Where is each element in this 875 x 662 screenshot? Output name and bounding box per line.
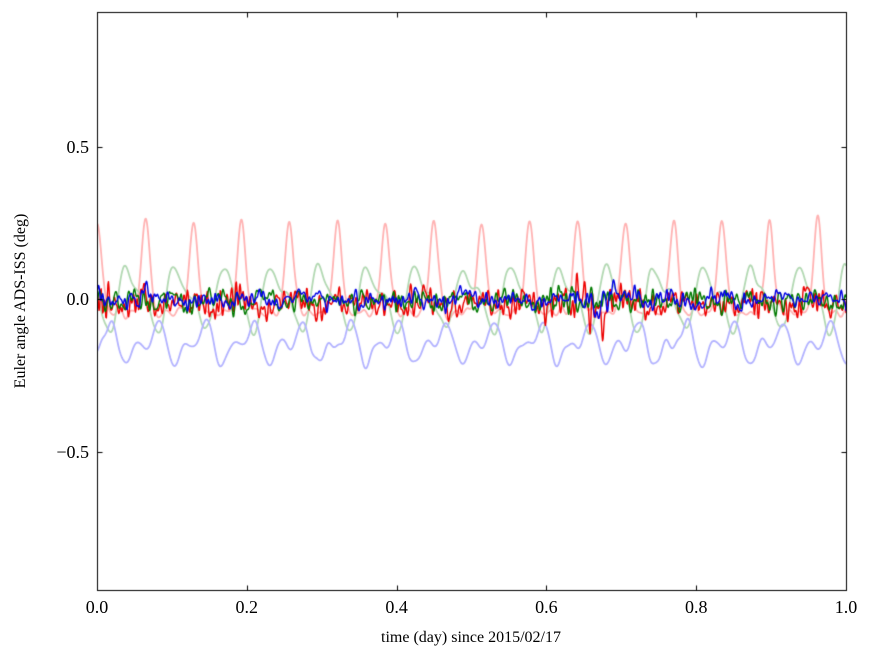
x-tick-label: 0.2 — [235, 597, 259, 617]
x-tick-label: 0.6 — [535, 597, 558, 617]
x-tick-label: 0.0 — [85, 597, 109, 617]
y-tick-label: 0.0 — [66, 289, 90, 310]
y-tick-label: −0.5 — [56, 442, 89, 463]
y-tick-label: 0.5 — [66, 136, 90, 157]
x-tick-label: 0.8 — [684, 597, 708, 617]
y-axis-label: Euler angle ADS-ISS (deg) — [12, 213, 29, 389]
x-tick-label: 1.0 — [834, 597, 858, 617]
x-tick-label: 0.4 — [385, 597, 408, 617]
x-axis-label: time (day) since 2015/02/17 — [381, 629, 561, 646]
